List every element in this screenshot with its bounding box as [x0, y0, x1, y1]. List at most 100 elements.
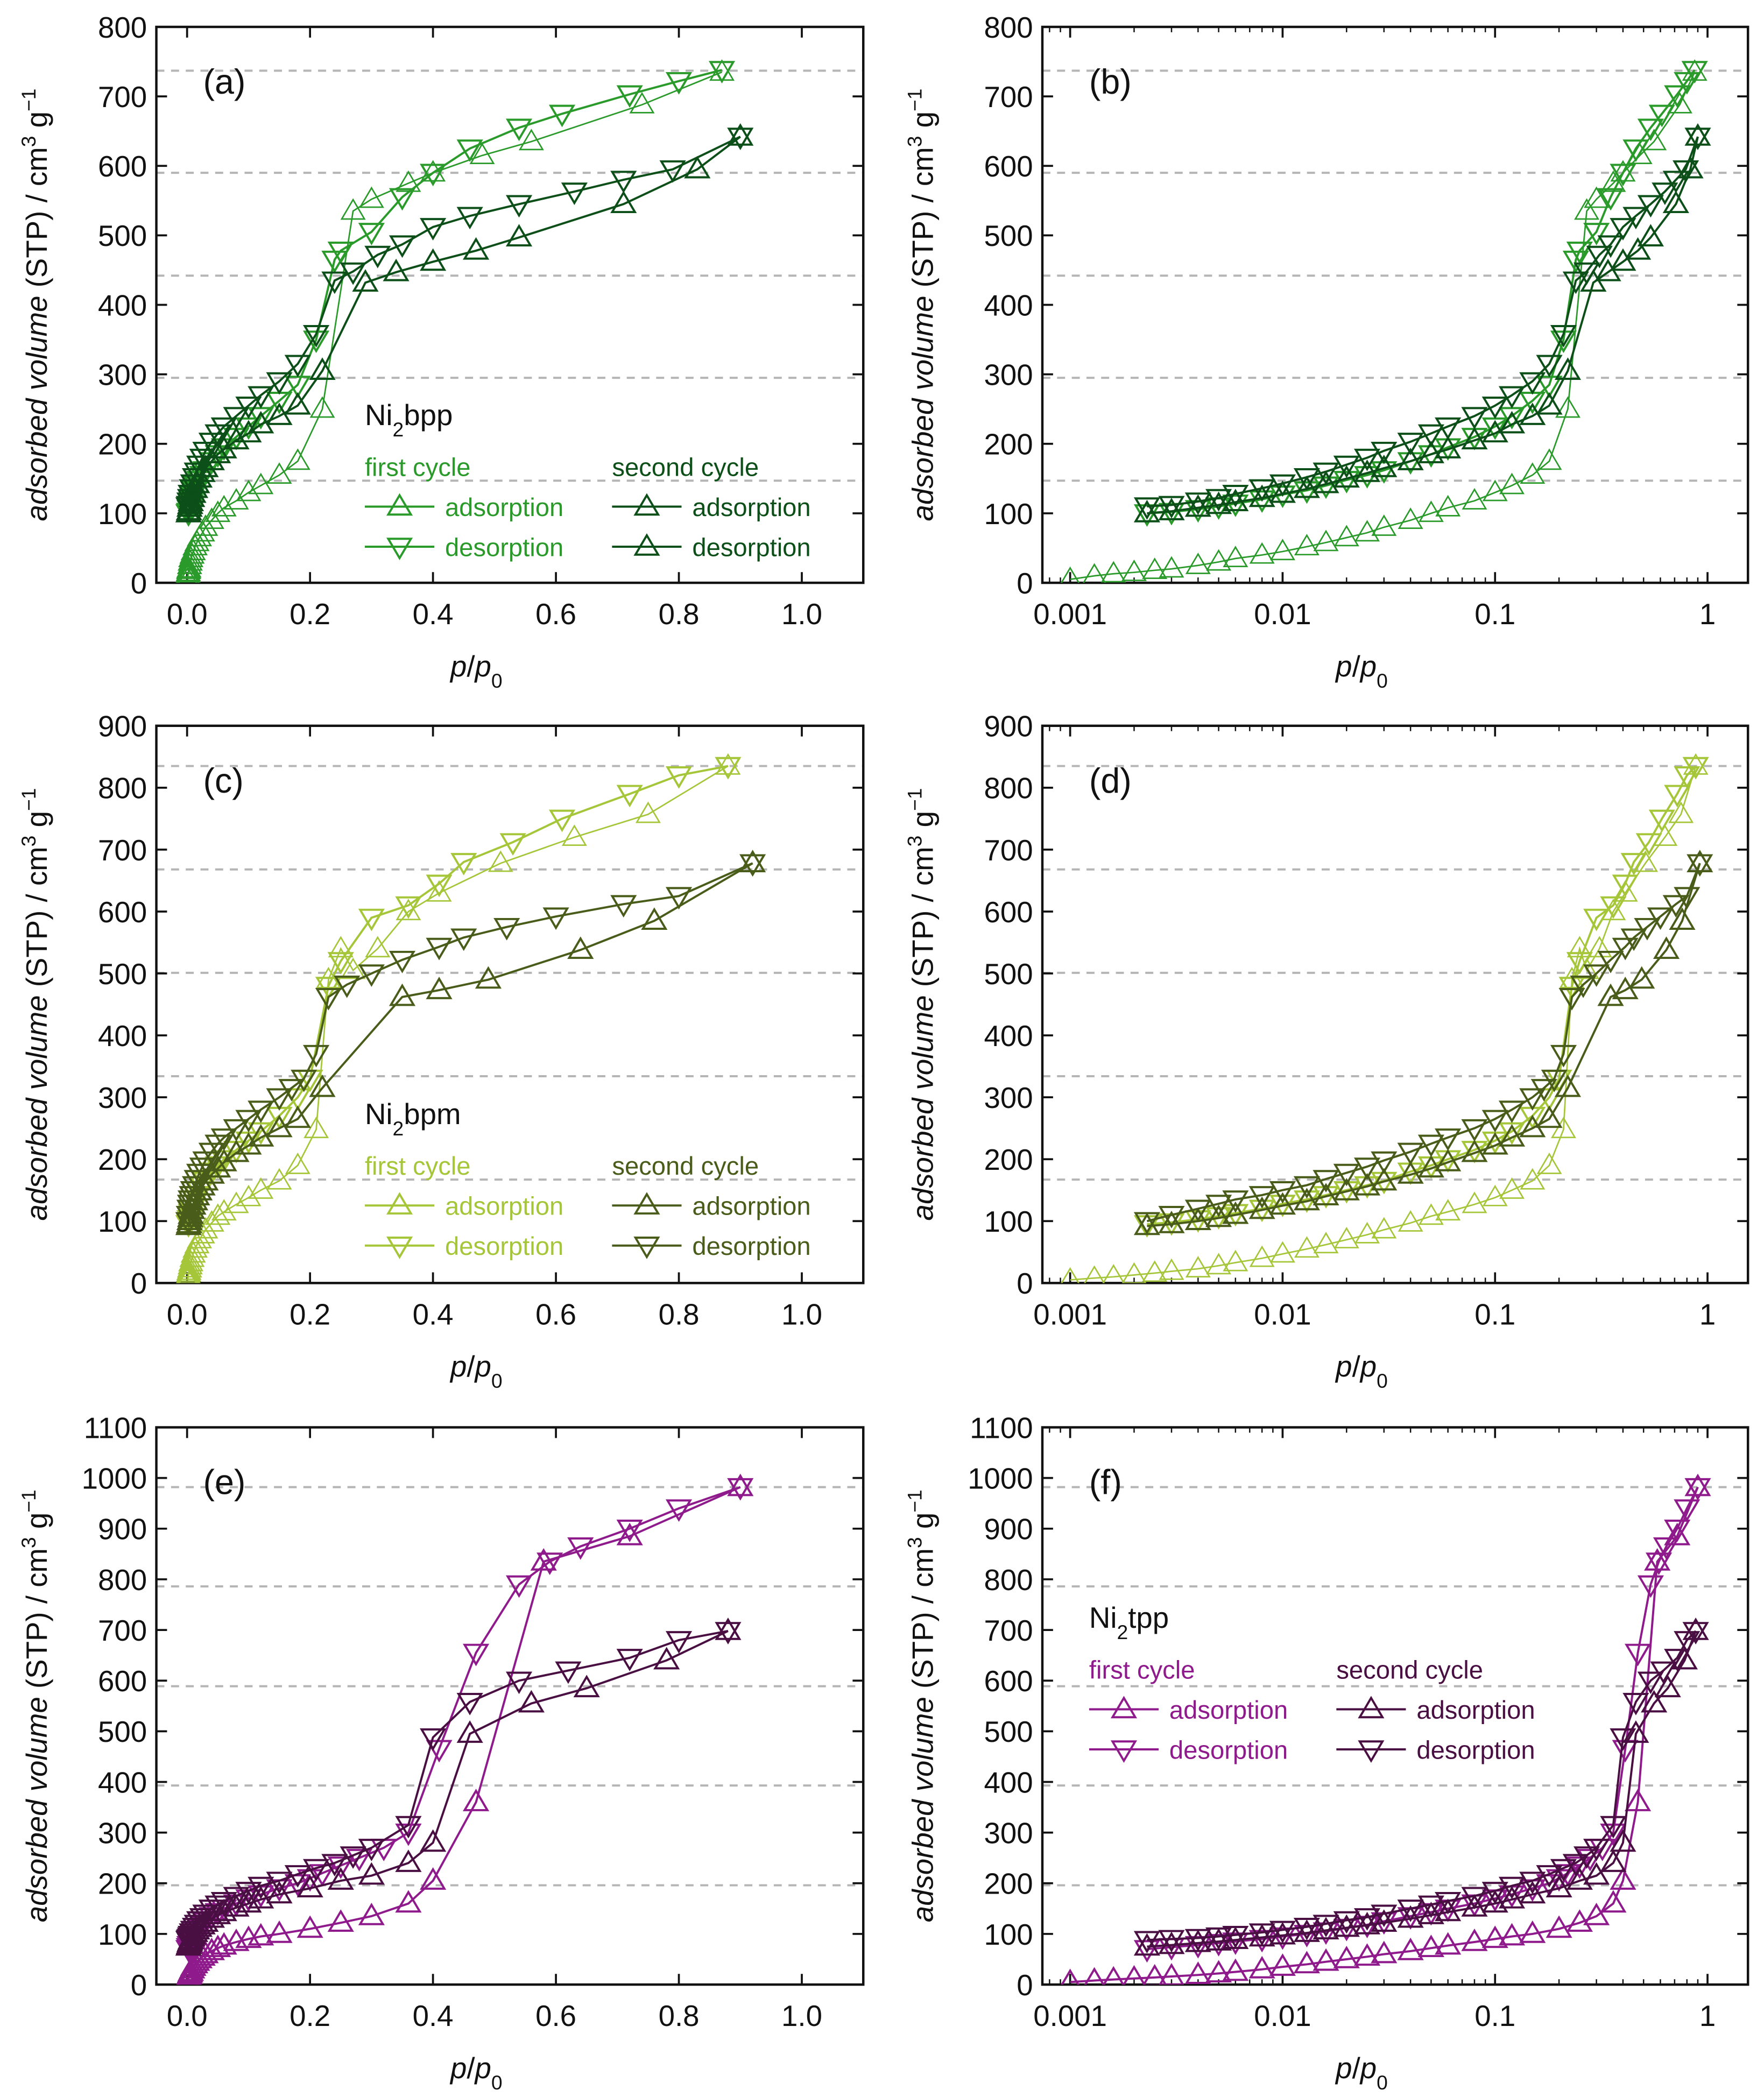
first-cycle-adsorption-marker	[1269, 539, 1295, 561]
first-cycle-desorption-marker	[1653, 1537, 1680, 1560]
series-layer	[1061, 753, 1713, 1283]
y-tick-label: 0	[1017, 1969, 1033, 2002]
y-title-sup: 3	[903, 1537, 926, 1548]
second-cycle-desorption-marker	[266, 372, 293, 395]
first-cycle-adsorption-marker	[635, 801, 661, 823]
y-tick-label: 400	[984, 1766, 1033, 1799]
panel-d: 0 100 200 300 400 500 600 700 800 900 0.001 0.01 0.1…	[903, 710, 1749, 1392]
second-cycle-adsorption-marker	[1536, 392, 1563, 415]
series-layer	[1061, 1473, 1711, 1985]
second-cycle-adsorption-marker	[1653, 936, 1680, 959]
y-axis-title: adsorbed volume (STP) / cm3 g−1	[17, 1489, 53, 1922]
first-cycle-adsorption-marker	[1481, 1925, 1508, 1948]
second-cycle-adsorption-marker	[1133, 499, 1161, 523]
first-cycle-desorption-marker	[1269, 485, 1296, 509]
second-cycle-adsorption-marker	[1158, 1931, 1185, 1954]
legend-marker-down-triangle-icon	[1358, 1740, 1385, 1763]
second-cycle-adsorption-marker	[1498, 1886, 1526, 1909]
second-cycle-desorption-marker	[1248, 1186, 1275, 1209]
first-cycle-desorption-marker	[426, 1740, 453, 1763]
first-cycle-adsorption-marker	[193, 514, 218, 536]
first-cycle-adsorption-marker	[266, 1168, 292, 1190]
second-cycle-adsorption-marker	[1371, 1909, 1398, 1932]
second-cycle-adsorption-marker	[1435, 1148, 1462, 1171]
y-tick-label: 800	[98, 11, 147, 44]
plot-frame	[155, 1426, 865, 1986]
second-cycle-adsorption-marker	[1158, 498, 1185, 520]
first-cycle-adsorption-marker	[327, 1909, 354, 1932]
second-cycle-adsorption-marker	[235, 1132, 262, 1155]
first-cycle-adsorption-marker	[199, 507, 224, 529]
x-tick-label: 0.0	[167, 2000, 208, 2032]
y-tick-label: 800	[98, 772, 147, 805]
y-title-sup: 3	[17, 136, 40, 147]
y-axis-title: adsorbed volume (STP) / cm3 g−1	[17, 788, 53, 1221]
second-cycle-adsorption-marker	[1397, 1161, 1424, 1184]
second-cycle-adsorption-marker	[235, 1890, 262, 1913]
legend-marker-up-triangle-icon	[1110, 1696, 1138, 1719]
sample-name-suffix: tpp	[1128, 1601, 1169, 1634]
second-cycle-desorption-marker	[184, 1170, 210, 1193]
second-cycle-desorption-marker	[1158, 1205, 1185, 1228]
y-tick-label: 500	[98, 220, 147, 252]
plot-frame	[155, 724, 865, 1284]
first-cycle-adsorption-marker	[177, 1256, 202, 1278]
second-cycle-adsorption-marker	[1222, 1201, 1249, 1224]
first-cycle-adsorption-marker	[1249, 1245, 1275, 1267]
first-cycle-adsorption-marker	[223, 488, 249, 510]
first-cycle-desorption-marker	[1248, 1930, 1275, 1953]
second-cycle-adsorption-marker	[1371, 1168, 1398, 1191]
first-cycle-adsorption-marker	[1555, 396, 1580, 418]
x-tick-label: 1.0	[781, 1298, 822, 1331]
second-cycle-desorption-marker	[456, 207, 483, 230]
first-cycle-adsorption-marker	[1142, 557, 1168, 579]
y-axis-title: adsorbed volume (STP) / cm3 g−1	[903, 1489, 939, 1922]
plot-frame	[1041, 724, 1749, 1284]
second-cycle-desorption-marker	[450, 928, 477, 951]
second-cycle-desorption-marker	[505, 195, 533, 218]
second-cycle-desorption-marker	[1583, 1839, 1610, 1861]
first-cycle-adsorption-marker	[1185, 552, 1211, 574]
legend-marker-up-triangle-icon	[633, 1192, 660, 1215]
y-title-sup: −1	[903, 1489, 926, 1512]
y-title-units: g	[906, 811, 939, 836]
y-tick-label: 0	[131, 1969, 147, 2002]
second-cycle-adsorption-marker	[1684, 123, 1711, 146]
legend-entry-second-adsorption: adsorption	[692, 493, 810, 521]
second-cycle-adsorption-marker	[266, 1114, 293, 1138]
second-cycle-legend-heading: second cycle	[1336, 1655, 1483, 1684]
first-cycle-desorption-marker	[1681, 61, 1708, 84]
second-cycle-adsorption-marker	[1671, 1647, 1698, 1670]
first-cycle-desorption-marker	[1566, 1856, 1593, 1879]
second-cycle-desorption-marker	[1313, 1170, 1339, 1193]
second-cycle-desorption-marker	[1536, 1865, 1563, 1888]
second-cycle-desorption-marker	[1133, 497, 1161, 520]
second-cycle-desorption-marker	[177, 489, 203, 512]
first-cycle-desorption-marker	[708, 61, 736, 84]
y-title-sup: 3	[17, 836, 40, 847]
first-cycle-adsorption-marker	[285, 1152, 311, 1174]
y-tick-label: 800	[984, 1564, 1033, 1597]
first-cycle-adsorption-marker	[1084, 1265, 1105, 1283]
second-cycle-adsorption-marker	[1682, 1617, 1709, 1640]
first-cycle-desorption-line	[187, 69, 722, 514]
first-cycle-adsorption-marker	[1536, 448, 1562, 470]
second-cycle-desorption-marker	[739, 854, 766, 877]
first-cycle-adsorption-marker	[211, 1199, 237, 1221]
second-cycle-adsorption-marker	[1461, 1139, 1488, 1162]
y-tick-label: 100	[98, 1918, 147, 1951]
second-cycle-adsorption-marker	[1293, 1919, 1321, 1942]
x-tick-label: 0.0	[167, 1298, 208, 1331]
sample-name-sub: 2	[393, 1117, 404, 1140]
y-title-italic: adsorbed volume	[906, 1697, 939, 1922]
y-tick-label: 100	[98, 498, 147, 531]
second-cycle-adsorption-marker	[1397, 1905, 1424, 1928]
panel-label: (b)	[1089, 62, 1132, 101]
second-cycle-adsorption-marker	[1498, 1124, 1526, 1147]
second-cycle-adsorption-marker	[1248, 1196, 1275, 1219]
sample-name: Ni2bpp	[365, 399, 453, 441]
first-cycle-adsorption-marker	[1269, 1241, 1295, 1263]
second-cycle-desorption-marker	[659, 160, 686, 183]
y-title-italic: adsorbed volume	[906, 295, 939, 521]
second-cycle-adsorption-marker	[1313, 470, 1339, 493]
